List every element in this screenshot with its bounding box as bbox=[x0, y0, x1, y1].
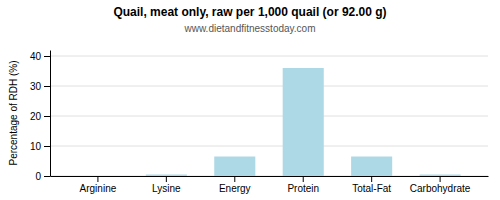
bar bbox=[146, 175, 187, 177]
grid-line bbox=[50, 116, 488, 117]
y-tick-mark bbox=[44, 56, 50, 57]
y-tick-mark bbox=[44, 176, 50, 177]
x-axis: Arginine Lysine Energy Protein Total-Fat Carb… bbox=[51, 176, 489, 194]
x-tick-mark bbox=[440, 176, 441, 182]
x-tick-label: Lysine bbox=[152, 183, 181, 194]
x-tick: Energy bbox=[219, 176, 251, 194]
x-tick-label: Energy bbox=[219, 183, 251, 194]
bar bbox=[214, 157, 255, 177]
bar bbox=[283, 68, 324, 176]
x-tick-label: Protein bbox=[287, 183, 319, 194]
y-tick-label: 10 bbox=[30, 141, 42, 152]
grid-line bbox=[50, 86, 488, 87]
bar bbox=[420, 175, 461, 177]
bars bbox=[146, 68, 461, 176]
plot: Arginine Lysine Energy Protein Total-Fat Carb… bbox=[30, 51, 489, 195]
x-tick: Arginine bbox=[80, 176, 117, 194]
bar bbox=[351, 157, 392, 177]
x-tick: Protein bbox=[287, 176, 319, 194]
grid-line bbox=[50, 146, 488, 147]
chart: Quail, meat only, raw per 1,000 quail (o… bbox=[0, 0, 500, 200]
x-tick-mark bbox=[166, 176, 167, 182]
y-axis: 0 10 20 30 40 bbox=[30, 51, 51, 182]
x-tick-label: Total-Fat bbox=[352, 183, 391, 194]
y-tick: 40 bbox=[30, 51, 50, 62]
x-tick: Lysine bbox=[152, 176, 181, 194]
y-tick-label: 30 bbox=[30, 81, 42, 92]
y-tick: 10 bbox=[30, 141, 50, 152]
x-tick-label: Arginine bbox=[80, 183, 117, 194]
y-tick-mark bbox=[44, 86, 50, 87]
x-axis-line bbox=[51, 176, 489, 177]
y-tick: 0 bbox=[35, 171, 50, 182]
x-tick: Carbohydrate bbox=[410, 176, 471, 194]
x-tick-mark bbox=[234, 176, 235, 182]
y-tick-label: 20 bbox=[30, 111, 42, 122]
subtitle: www.dietandfitnesstoday.com bbox=[184, 23, 316, 34]
y-tick-mark bbox=[44, 116, 50, 117]
y-tick: 20 bbox=[30, 111, 50, 122]
grid bbox=[50, 56, 488, 176]
x-tick-mark bbox=[303, 176, 304, 182]
y-tick: 30 bbox=[30, 81, 50, 92]
y-axis-line bbox=[50, 51, 51, 177]
y-tick-label: 0 bbox=[35, 171, 41, 182]
bar bbox=[77, 176, 118, 177]
grid-line bbox=[50, 176, 488, 177]
y-axis-title: Percentage of RDH (%) bbox=[8, 60, 19, 165]
title: Quail, meat only, raw per 1,000 quail (o… bbox=[113, 5, 386, 19]
y-tick-label: 40 bbox=[30, 51, 42, 62]
x-tick: Total-Fat bbox=[352, 176, 391, 194]
y-tick-mark bbox=[44, 146, 50, 147]
x-tick-mark bbox=[371, 176, 372, 182]
x-tick-mark bbox=[97, 176, 98, 182]
grid-line bbox=[50, 56, 488, 57]
x-tick-label: Carbohydrate bbox=[410, 183, 471, 194]
